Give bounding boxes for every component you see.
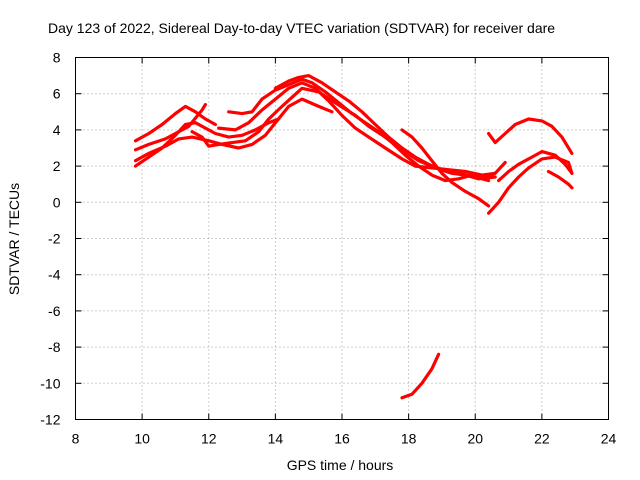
series-arc-6	[227, 77, 497, 183]
y-tick-label: -4	[48, 267, 61, 283]
series-arc-12	[487, 117, 574, 155]
series-arc-8	[273, 74, 491, 183]
y-tick-label: 6	[53, 86, 61, 102]
data-series	[133, 74, 574, 400]
x-tick-label: 14	[268, 431, 284, 447]
y-tick-label: -2	[48, 231, 61, 247]
y-tick-label: -6	[48, 303, 61, 319]
x-tick-label: 22	[534, 431, 550, 447]
series-arc-9	[400, 128, 491, 208]
y-tick-label: 0	[53, 194, 61, 210]
y-tick-label: -8	[48, 339, 61, 355]
series-arc-3	[133, 97, 334, 163]
grid	[75, 57, 609, 420]
series-arc-4	[133, 117, 281, 168]
series-arc-14	[400, 352, 441, 400]
y-tick-label: 4	[53, 122, 61, 138]
x-axis-label: GPS time / hours	[287, 457, 394, 473]
series-arc-13	[546, 169, 574, 190]
series-arc-10	[487, 155, 574, 215]
x-tick-label: 18	[401, 431, 417, 447]
x-tick-label: 12	[201, 431, 217, 447]
series-arc-1	[133, 104, 217, 143]
series-arc-11	[497, 150, 574, 183]
y-tick-label: 2	[53, 158, 61, 174]
y-axis-label: SDTVAR / TECUs	[6, 183, 22, 295]
series-arc-7	[217, 81, 507, 177]
y-tick-label: -10	[40, 375, 60, 391]
x-tick-label: 16	[334, 431, 350, 447]
x-tick-label: 10	[134, 431, 150, 447]
x-tick-label: 20	[467, 431, 483, 447]
y-tick-label: -12	[40, 412, 60, 428]
chart-title: Day 123 of 2022, Sidereal Day-to-day VTE…	[48, 20, 555, 36]
series-arc-5	[190, 86, 497, 181]
x-tick-label: 24	[601, 431, 617, 447]
x-tick-label: 8	[72, 431, 80, 447]
y-tick-label: 8	[53, 50, 61, 66]
